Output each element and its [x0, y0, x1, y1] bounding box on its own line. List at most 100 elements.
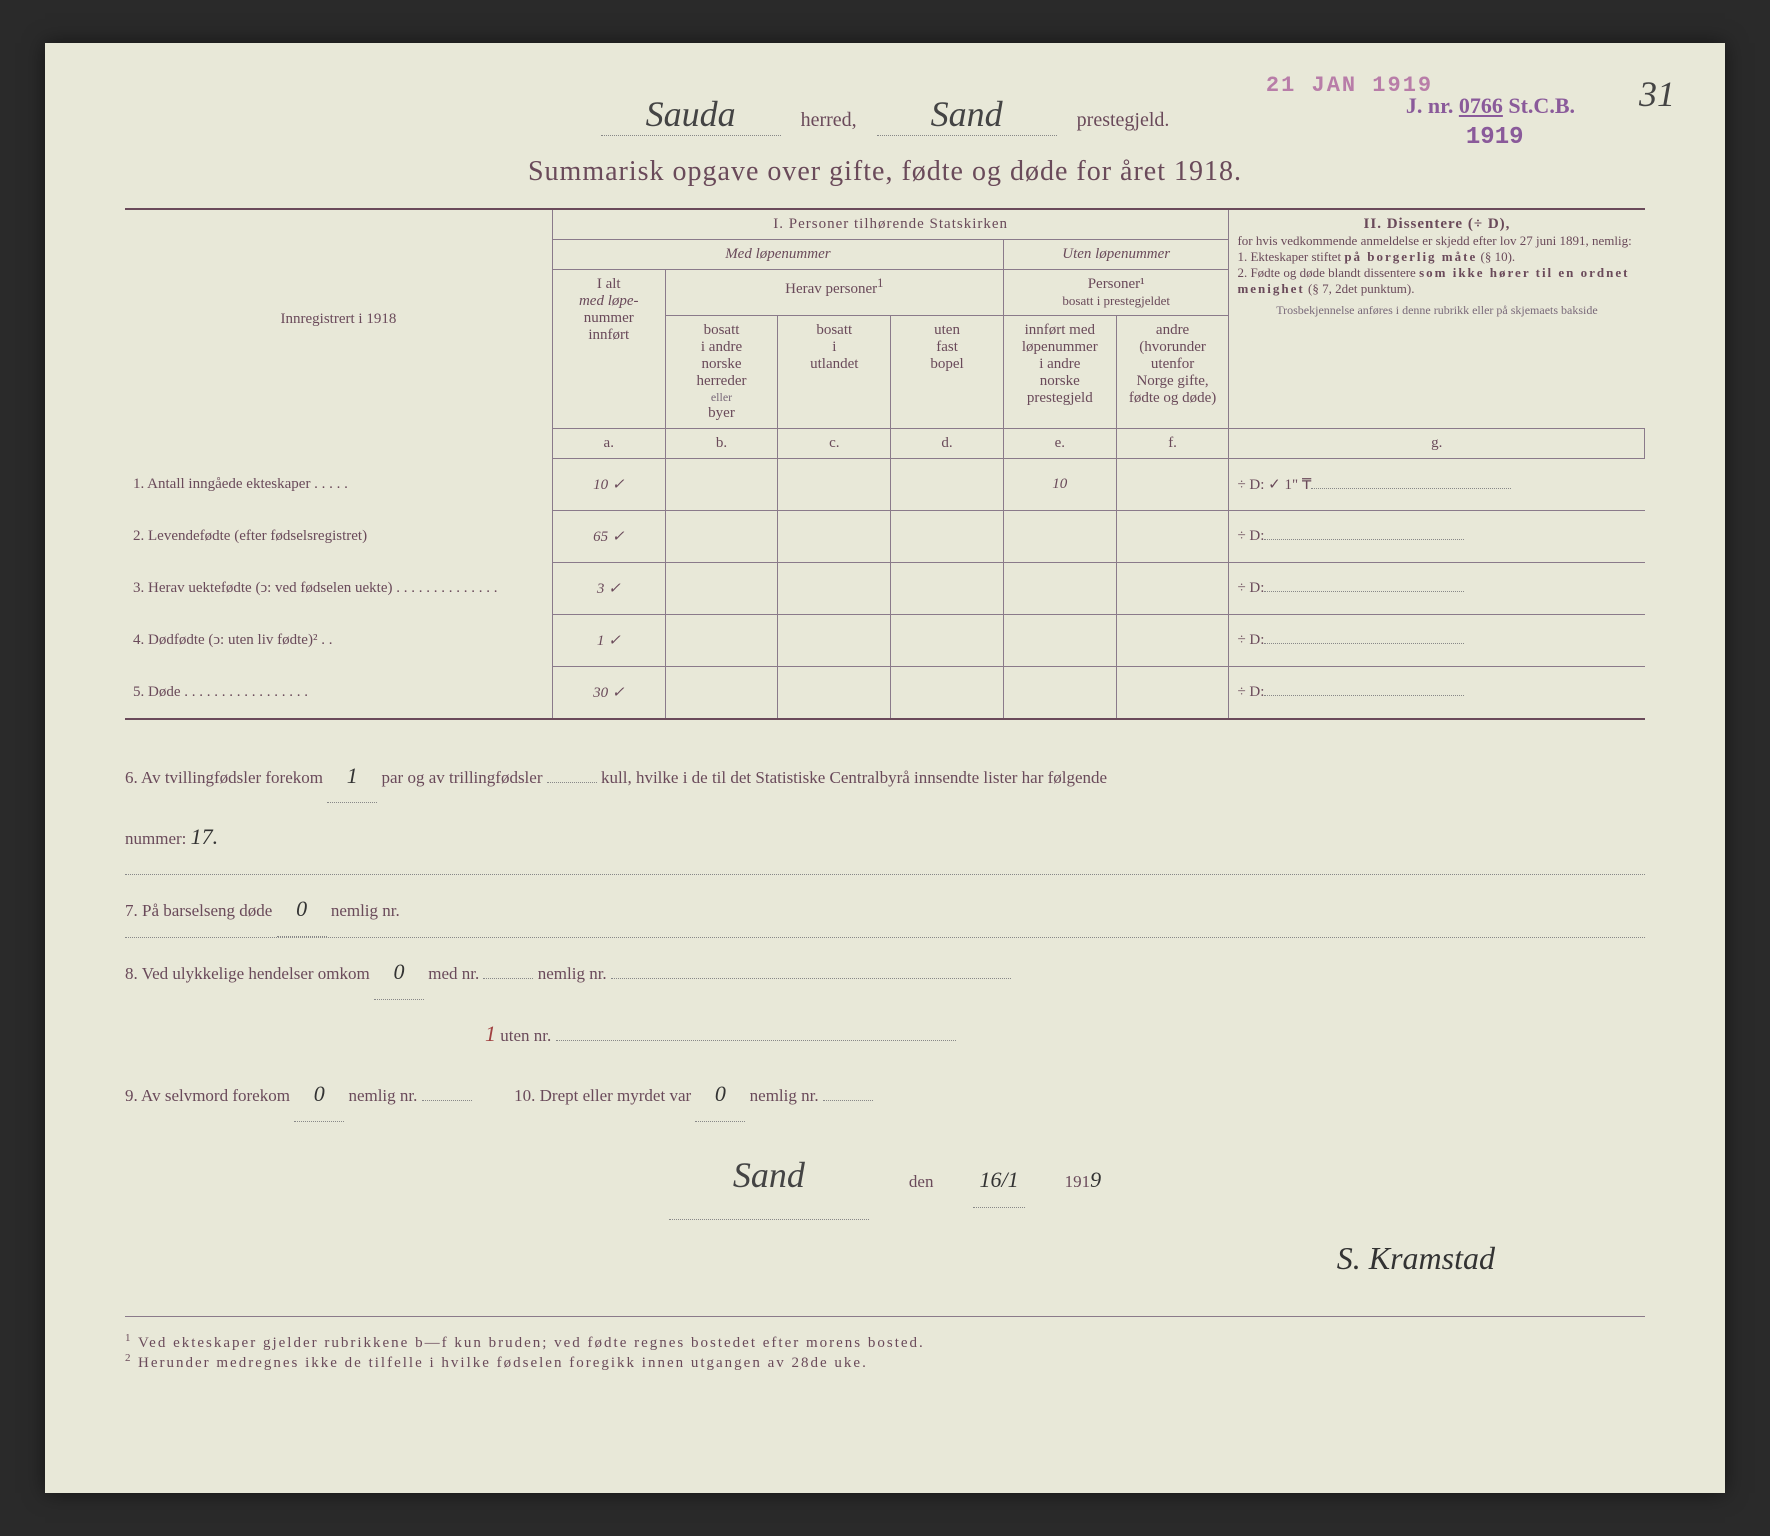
l8v3	[611, 978, 1011, 979]
below-section: 6. Av tvillingfødsler forekom 1 par og a…	[125, 750, 1645, 1297]
uten-lope-head: Uten løpenummer	[1003, 240, 1229, 270]
cell-e	[1003, 563, 1116, 615]
letter-c: c.	[778, 429, 891, 459]
l6v2	[547, 782, 597, 783]
cell-g: ÷ D:	[1229, 615, 1645, 667]
row-label: 5. Døde . . . . . . . . . . . . . . . . …	[125, 667, 552, 719]
cell-g: ÷ D:	[1229, 667, 1645, 719]
cell-e	[1003, 615, 1116, 667]
prestegjeld-value: Sand	[877, 93, 1057, 136]
a4: innført	[561, 327, 657, 344]
b3: norske	[674, 356, 770, 373]
line-8: 8. Ved ulykkelige hendelser omkom 0 med …	[125, 946, 1645, 1000]
table-row: 2. Levendefødte (efter fødselsregistret)…	[125, 511, 1645, 563]
dissentere-note: Trosbekjennelse anføres i denne rubrikk …	[1237, 303, 1636, 318]
cell-f	[1116, 459, 1229, 511]
cell-g-line	[1264, 643, 1464, 644]
cell-c	[778, 615, 891, 667]
cell-b	[665, 615, 778, 667]
sig-yp: 191	[1065, 1172, 1091, 1191]
cell-g-text: ÷ D:	[1237, 528, 1264, 544]
l6b: par og av trillingfødsler	[382, 768, 543, 787]
dissentere-pt2: 2. Fødte og døde blandt dissentere som i…	[1237, 265, 1636, 297]
section2-head: II. Dissentere (÷ D), for hvis vedkommen…	[1229, 209, 1645, 429]
footnote-2: 2 Herunder medregnes ikke de tilfelle i …	[125, 1352, 1645, 1372]
cell-f	[1116, 563, 1229, 615]
c3: utlandet	[786, 356, 882, 373]
e1: innført med	[1012, 322, 1108, 339]
main-table: Innregistrert i 1918 I. Personer tilhøre…	[125, 208, 1645, 720]
l8c: nemlig nr.	[538, 964, 607, 983]
row-label: 4. Dødfødte (ↄ: uten liv fødte)² . .	[125, 615, 552, 667]
cell-g-text: ÷ D: ✓ 1" ₸	[1237, 477, 1311, 493]
l9b: nemlig nr.	[348, 1086, 417, 1105]
row-label: 2. Levendefødte (efter fødselsregistret)	[125, 511, 552, 563]
l10b: nemlig nr.	[750, 1086, 819, 1105]
cell-a: 65 ✓	[552, 511, 665, 563]
d1: uten	[899, 322, 995, 339]
l8uv: 1	[485, 1021, 496, 1046]
pef1: Personer¹	[1012, 276, 1221, 293]
l8b: med nr.	[428, 964, 479, 983]
l6d: nummer:	[125, 829, 186, 848]
l6v1: 1	[327, 750, 377, 804]
letter-g: g.	[1229, 429, 1645, 459]
letter-e: e.	[1003, 429, 1116, 459]
b1: bosatt	[674, 322, 770, 339]
l9v2	[422, 1100, 472, 1101]
stamp-year: 1919	[1466, 124, 1575, 151]
sig-date: 16/1	[973, 1154, 1024, 1208]
cell-a: 10 ✓	[552, 459, 665, 511]
cell-g-line	[1264, 591, 1464, 592]
document-title: Summarisk opgave over gifte, fødte og dø…	[125, 156, 1645, 188]
cell-a: 3 ✓	[552, 563, 665, 615]
dissentere-text: for hvis vedkommende anmeldelse er skjed…	[1237, 233, 1636, 249]
col-c-head: bosatt i utlandet	[778, 316, 891, 429]
c1: bosatt	[786, 322, 882, 339]
cell-g-text: ÷ D:	[1237, 632, 1264, 648]
row-label: 3. Herav uektefødte (ↄ: ved fødselen uek…	[125, 563, 552, 615]
cell-d	[891, 511, 1004, 563]
g2a: 2. Fødte og døde blandt dissentere	[1237, 265, 1415, 280]
b6: byer	[674, 405, 770, 422]
signature-row: Sand den 16/1 1919	[125, 1132, 1645, 1219]
l10a: 10. Drept eller myrdet var	[514, 1086, 691, 1105]
fn2-text: Herunder medregnes ikke de tilfelle i hv…	[138, 1355, 868, 1371]
cell-d	[891, 459, 1004, 511]
cell-f	[1116, 615, 1229, 667]
cell-g: ÷ D:	[1229, 511, 1645, 563]
herav-text: Herav personer	[785, 281, 877, 297]
col-f-head: andre (hvorunder utenfor Norge gifte, fø…	[1116, 316, 1229, 429]
d2: fast	[899, 339, 995, 356]
innreg-head: Innregistrert i 1918	[125, 209, 552, 429]
cell-d	[891, 667, 1004, 719]
dissentere-pt1: 1. Ekteskaper stiftet på borgerlig måte …	[1237, 249, 1636, 265]
cell-g-text: ÷ D:	[1237, 684, 1264, 700]
dissentere-title: II. Dissentere (÷ D),	[1237, 216, 1636, 233]
line-9-10: 9. Av selvmord forekom 0 nemlig nr. 10. …	[125, 1068, 1645, 1122]
g1c: (§ 10).	[1480, 249, 1515, 264]
l7b: nemlig nr.	[331, 901, 400, 920]
document-page: 31 21 JAN 1919 J. nr. 0766 St.C.B. 1919 …	[45, 43, 1725, 1493]
footnote-1: 1 Ved ekteskaper gjelder rubrikkene b—f …	[125, 1332, 1645, 1352]
b5: eller	[674, 390, 770, 405]
col-d-head: uten fast bopel	[891, 316, 1004, 429]
cell-a: 30 ✓	[552, 667, 665, 719]
line-7: 7. På barselseng døde 0 nemlig nr.	[125, 883, 1645, 938]
col-b-head: bosatt i andre norske herreder eller bye…	[665, 316, 778, 429]
cell-d	[891, 615, 1004, 667]
cell-d	[891, 563, 1004, 615]
stamp-journal-number: J. nr. 0766 St.C.B.	[1406, 93, 1575, 119]
l7v: 0	[277, 883, 327, 937]
l6c: kull, hvilke i de til det Statistiske Ce…	[601, 768, 1107, 787]
letter-b: b.	[665, 429, 778, 459]
personer-ef-head: Personer¹ bosatt i prestegjeldet	[1003, 270, 1229, 316]
blank-letter	[125, 429, 552, 459]
f5: fødte og døde)	[1125, 390, 1221, 407]
l8v4	[556, 1040, 956, 1041]
c2: i	[786, 339, 882, 356]
prestegjeld-label: prestegjeld.	[1077, 109, 1170, 132]
cell-b	[665, 459, 778, 511]
jnr-prefix: J. nr.	[1406, 93, 1453, 118]
cell-c	[778, 563, 891, 615]
